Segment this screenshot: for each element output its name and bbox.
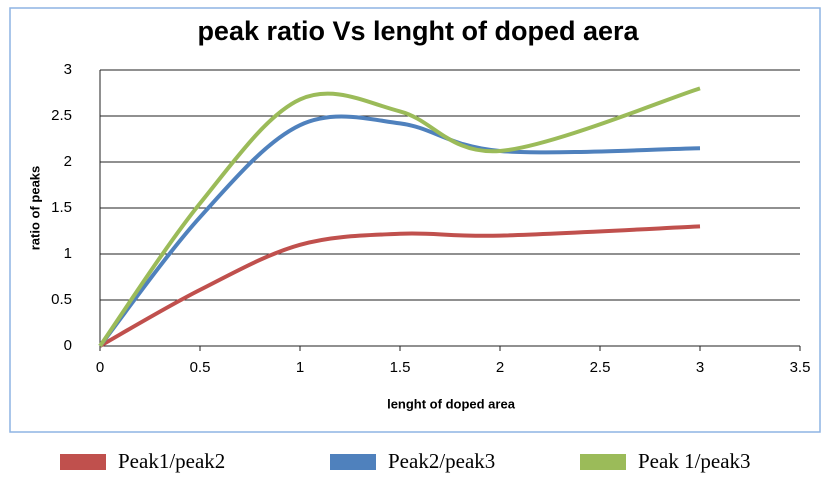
line-series <box>99 224 701 348</box>
line-series <box>98 86 701 348</box>
y-tick-label: 1 <box>64 245 72 262</box>
y-tick-label: 1.5 <box>51 199 72 216</box>
y-tick-label: 3 <box>64 61 72 78</box>
x-tick-label: 2 <box>496 359 504 376</box>
x-axis-label: lenght of doped area <box>387 396 516 411</box>
legend-swatch <box>580 454 626 470</box>
y-tick-label: 0 <box>64 337 72 354</box>
x-tick-label: 2.5 <box>590 359 611 376</box>
y-tick-label: 2 <box>64 153 72 170</box>
legend-label: Peak1/peak2 <box>118 449 225 473</box>
x-tick-label: 1 <box>296 359 304 376</box>
chart-title: peak ratio Vs lenght of doped aera <box>197 16 639 46</box>
x-tick-label: 3.5 <box>790 359 811 376</box>
x-tick-label: 1.5 <box>390 359 411 376</box>
y-axis-label: ratio of peaks <box>27 166 42 251</box>
legend-swatch <box>330 454 376 470</box>
legend-label: Peak2/peak3 <box>388 449 495 473</box>
line-series <box>98 114 701 348</box>
x-tick-label: 0.5 <box>190 359 211 376</box>
legend-label: Peak 1/peak3 <box>638 449 751 473</box>
y-tick-label: 0.5 <box>51 291 72 308</box>
x-tick-label: 0 <box>96 359 104 376</box>
y-tick-label: 2.5 <box>51 107 72 124</box>
x-tick-label: 3 <box>696 359 704 376</box>
legend-swatch <box>60 454 106 470</box>
chart-border <box>9 7 821 433</box>
